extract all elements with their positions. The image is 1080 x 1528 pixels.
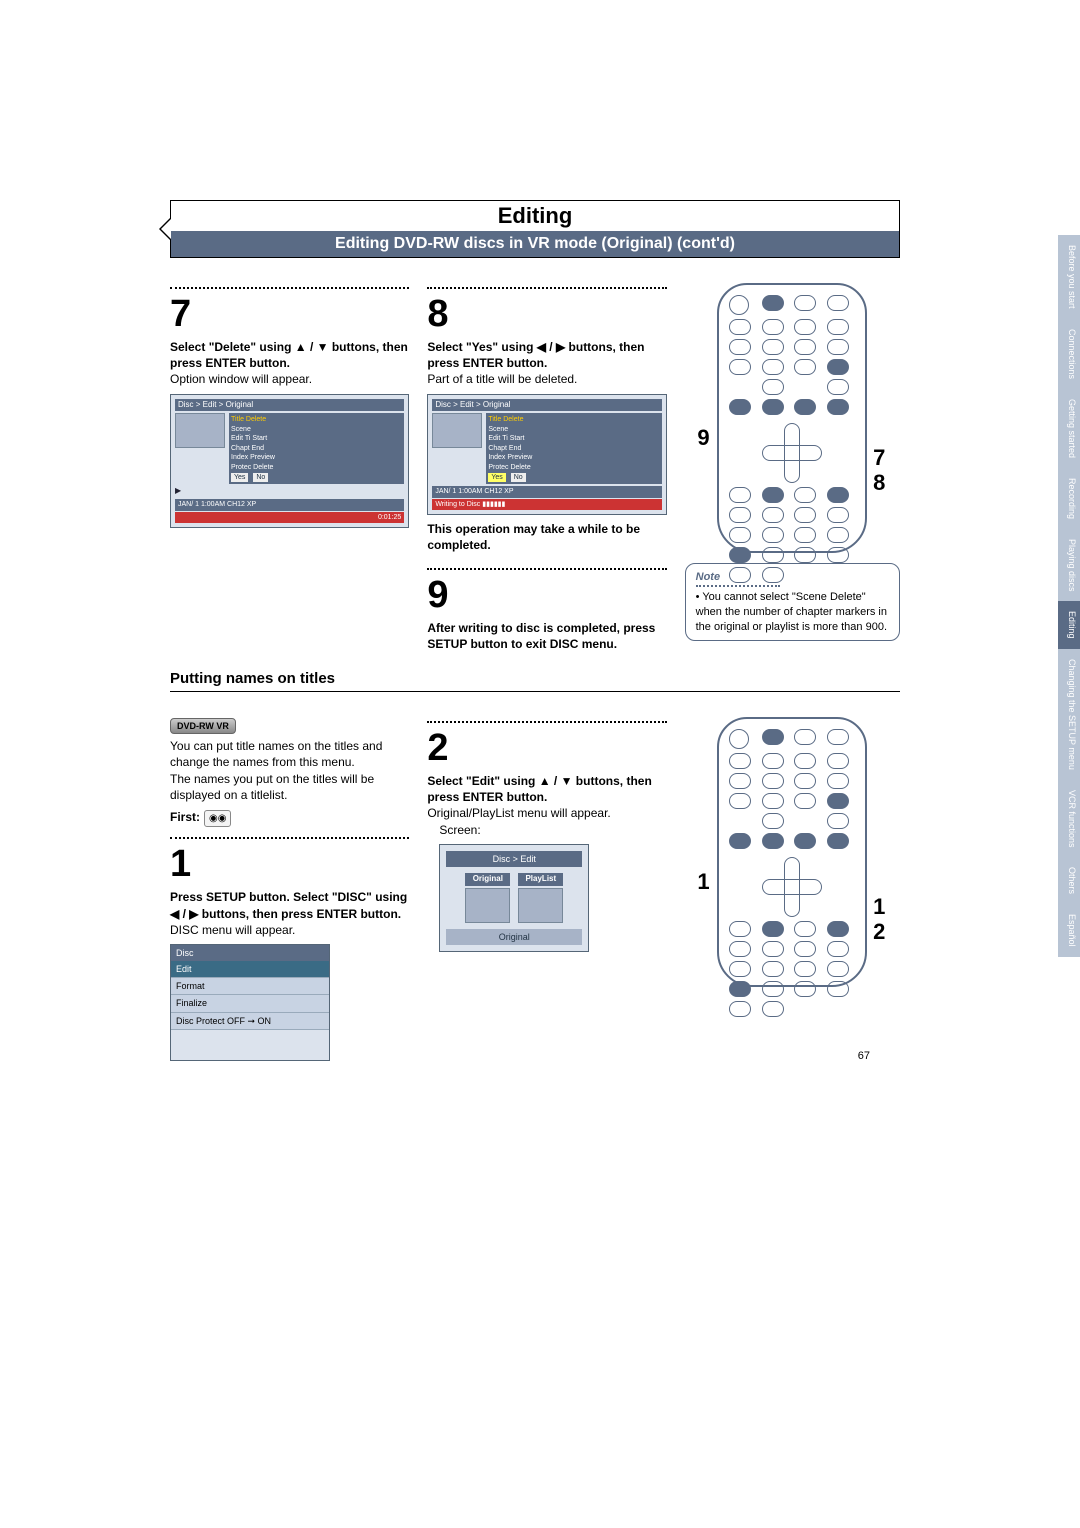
osd-menu: Title Delete Scene Edit Ti Start Chapt E… bbox=[229, 413, 404, 484]
tab-espanol: Español bbox=[1058, 904, 1080, 957]
tab-setup-menu: Changing the SETUP menu bbox=[1058, 649, 1080, 780]
thumbnail bbox=[432, 413, 482, 448]
step-8: 8 Select "Yes" using ◀ / ▶ buttons, then… bbox=[427, 283, 666, 652]
nav-cross-2 bbox=[762, 857, 822, 917]
step-8-screenshot: Disc > Edit > Original Title Delete Scen… bbox=[427, 394, 666, 516]
remote-diagram-1: 9 7 8 bbox=[717, 283, 867, 553]
tab-vcr: VCR functions bbox=[1058, 780, 1080, 858]
first-label: First: bbox=[170, 810, 200, 824]
page-subtitle: Editing DVD-RW discs in VR mode (Origina… bbox=[171, 231, 899, 257]
thumbnail bbox=[175, 413, 225, 448]
remote-pointer-1a: 1 bbox=[697, 867, 709, 897]
step-1-instruction: Press SETUP button. Select "DISC" using … bbox=[170, 889, 409, 921]
tab-before: Before you start bbox=[1058, 235, 1080, 319]
tab-editing: Editing bbox=[1058, 601, 1080, 649]
step-2-num: 2 bbox=[427, 729, 666, 767]
tab-getting-started: Getting started bbox=[1058, 389, 1080, 468]
step-2-sub: Original/PlayList menu will appear. bbox=[427, 805, 666, 821]
step-9-instruction: After writing to disc is completed, pres… bbox=[427, 620, 666, 652]
step-8-warning: This operation may take a while to be co… bbox=[427, 521, 666, 553]
cassette-icon: ◉◉ bbox=[204, 810, 231, 828]
edit-screen: Disc > Edit Original PlayList Original bbox=[439, 844, 589, 952]
remote-pointer-2: 2 bbox=[873, 917, 885, 947]
page-header: Editing Editing DVD-RW discs in VR mode … bbox=[170, 200, 900, 258]
tab-others: Others bbox=[1058, 857, 1080, 904]
page-number: 67 bbox=[858, 1050, 870, 1062]
note-text: • You cannot select "Scene Delete" when … bbox=[696, 590, 889, 635]
step-1-num: 1 bbox=[170, 845, 409, 883]
remote-pointer-9: 9 bbox=[697, 423, 709, 453]
step-7: 7 Select "Delete" using ▲ / ▼ buttons, t… bbox=[170, 283, 409, 652]
tab-playing: Playing discs bbox=[1058, 529, 1080, 602]
tab-connections: Connections bbox=[1058, 319, 1080, 389]
remote-column-1: 9 7 8 Note • You cannot select "Scene De… bbox=[685, 283, 900, 652]
side-tabs: Before you start Connections Getting sta… bbox=[1058, 235, 1080, 957]
step-7-instruction: Select "Delete" using ▲ / ▼ buttons, the… bbox=[170, 339, 409, 371]
step-8-sub: Part of a title will be deleted. bbox=[427, 371, 666, 387]
section2-intro: DVD-RW VR You can put title names on the… bbox=[170, 717, 409, 1067]
remote-pointer-8: 8 bbox=[873, 468, 885, 498]
disc-menu: Disc Edit Format Finalize Disc Protect O… bbox=[170, 944, 330, 1061]
page-title: Editing bbox=[171, 201, 899, 231]
remote-column-2: 1 1 2 bbox=[685, 717, 900, 1067]
tab-recording: Recording bbox=[1058, 468, 1080, 529]
step-2-sub2: Screen: bbox=[439, 822, 666, 838]
step-7-screenshot: Disc > Edit > Original Title Delete Scen… bbox=[170, 394, 409, 529]
osd-menu: Title Delete Scene Edit Ti Start Chapt E… bbox=[486, 413, 661, 484]
step-2-instruction: Select "Edit" using ▲ / ▼ buttons, then … bbox=[427, 773, 666, 805]
step-8-instruction: Select "Yes" using ◀ / ▶ buttons, then p… bbox=[427, 339, 666, 371]
step-7-sub: Option window will appear. bbox=[170, 371, 409, 387]
remote-diagram-2: 1 1 2 bbox=[717, 717, 867, 987]
step-9-num: 9 bbox=[427, 576, 666, 614]
step-8-num: 8 bbox=[427, 295, 666, 333]
step-1-sub: DISC menu will appear. bbox=[170, 922, 409, 938]
section-title: Putting names on titles bbox=[170, 670, 900, 687]
nav-cross bbox=[762, 423, 822, 483]
step-2: 2 Select "Edit" using ▲ / ▼ buttons, the… bbox=[427, 717, 666, 1067]
step-7-num: 7 bbox=[170, 295, 409, 333]
dvd-rw-badge: DVD-RW VR bbox=[170, 718, 236, 734]
